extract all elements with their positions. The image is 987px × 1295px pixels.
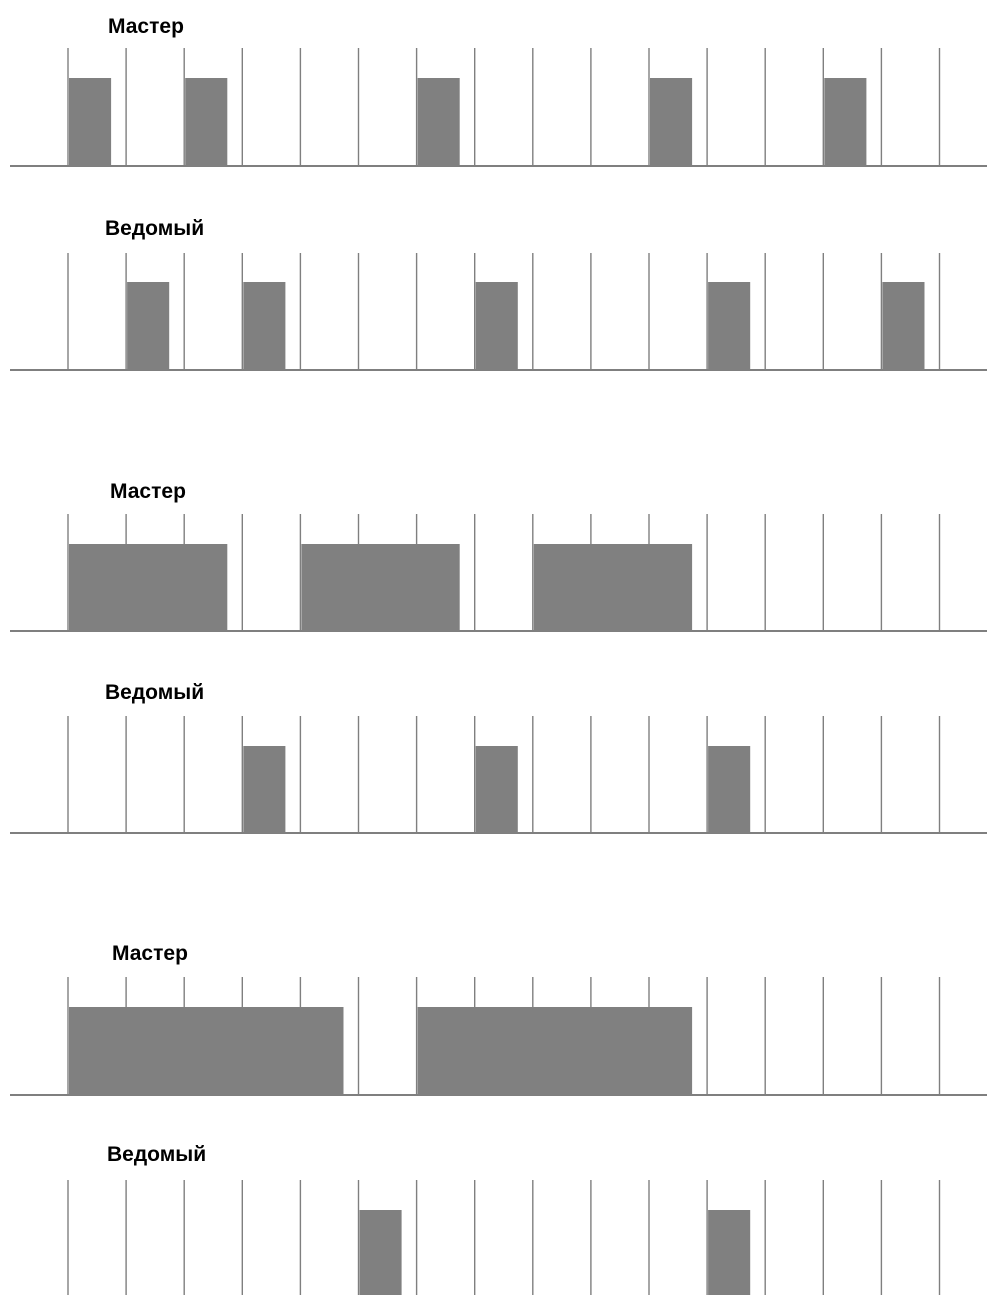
master-packet	[69, 1007, 344, 1095]
slave-packet	[359, 1210, 402, 1295]
slave-packet	[475, 746, 518, 833]
slave-packet	[127, 282, 170, 370]
slave-packet	[475, 282, 518, 370]
master-label: Мастер	[110, 480, 186, 503]
diagram-3-master-channel: Мастер	[10, 942, 987, 1096]
master-packet	[533, 544, 693, 631]
slave-packet	[708, 282, 751, 370]
slave-packet	[708, 746, 751, 833]
diagram-1-slave-channel: Ведомый	[10, 217, 987, 371]
slave-label: Ведомый	[105, 681, 204, 704]
master-packet	[417, 1007, 693, 1095]
slave-packet	[243, 746, 286, 833]
master-packet	[417, 78, 460, 166]
diagram-3-slave-channel: Ведомый	[67, 1143, 941, 1295]
diagram-1-master-channel: Мастер	[10, 15, 987, 167]
diagram-2-slave-channel: Ведомый	[10, 681, 987, 834]
master-packet	[301, 544, 460, 631]
slave-packet	[708, 1210, 751, 1295]
master-packet	[69, 544, 228, 631]
master-packet	[185, 78, 228, 166]
master-label: Мастер	[108, 15, 184, 38]
master-packet	[650, 78, 693, 166]
master-packet	[69, 78, 112, 166]
slave-packet	[882, 282, 925, 370]
diagram-2-master-channel: Мастер	[10, 480, 987, 632]
slave-packet	[243, 282, 286, 370]
master-packet	[824, 78, 867, 166]
master-label: Мастер	[112, 942, 188, 965]
slave-label: Ведомый	[107, 1143, 206, 1166]
slave-label: Ведомый	[105, 217, 204, 240]
